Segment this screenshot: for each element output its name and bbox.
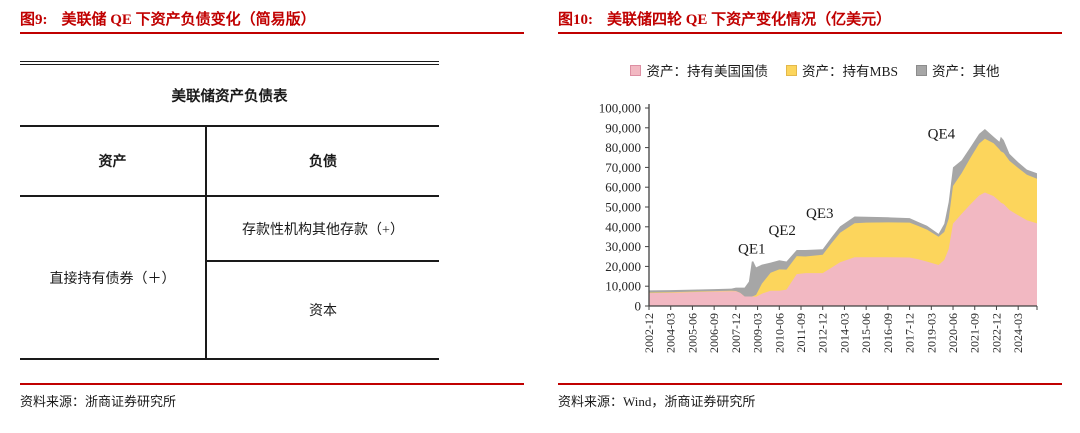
y-tick-label: 90,000 [605, 120, 641, 135]
figure9-title-underline [20, 32, 524, 34]
figure9-source-note: 资料来源：浙商证券研究所 [20, 394, 177, 409]
figure10-title: 图10: 美联储四轮 QE 下资产变化情况（亿美元） [558, 8, 891, 29]
x-tick-label: 2010-06 [772, 313, 786, 353]
y-tick-label: 70,000 [605, 160, 641, 175]
assets-cell: 直接持有债券（＋） [49, 271, 176, 287]
chart-area: 0 10,000 20,000 30,000 40,000 50,000 60,000 70,… [558, 93, 1072, 398]
y-tick-label: 50,000 [605, 200, 641, 215]
x-tick-label: 2002-12 [642, 313, 656, 353]
y-tick-label: 40,000 [605, 219, 641, 234]
x-tick-label: 2022-12 [990, 313, 1004, 353]
x-tick-label: 2024-03 [1011, 313, 1025, 353]
x-tick-label: 2006-09 [707, 313, 721, 353]
other-swatch-icon [916, 64, 928, 76]
y-tick-label: 20,000 [605, 259, 641, 274]
assets-header-cell: 资产 [98, 155, 127, 170]
table-body-row: 直接持有债券（＋） 存款性机构其他存款（+） 资本 [20, 195, 439, 358]
figure9-title-text: 美联储 QE 下资产负债变化（简易版） [61, 12, 316, 28]
mbs-swatch-icon [785, 64, 797, 76]
y-tick-label: 10,000 [605, 279, 641, 294]
table-caption: 美联储资产负债表 [171, 88, 288, 105]
liabilities-header-cell: 负债 [205, 127, 439, 195]
figure9-label: 图9: [20, 12, 48, 28]
x-tick-label: 2021-09 [968, 313, 982, 353]
figure10-source-note: 资料来源：Wind，浙商证券研究所 [558, 394, 756, 409]
qe-chart: 0 10,000 20,000 30,000 40,000 50,000 60,000 70,… [599, 101, 1038, 353]
legend-item-other: 资产：其他 [916, 60, 1000, 80]
x-tick-label: 2009-03 [751, 313, 765, 353]
chart-legend: 资产：持有美国国债 资产：持有MBS 资产：其他 [560, 60, 1070, 80]
x-tick-label: 2004-03 [664, 313, 678, 353]
y-tick-label: 80,000 [605, 140, 641, 155]
x-tick-label: 2014-03 [837, 313, 851, 353]
y-tick-label: 100,000 [599, 101, 641, 116]
figure10-label: 图10: [558, 12, 593, 28]
x-tick-label: 2007-12 [729, 313, 743, 353]
x-tick-label: 2019-03 [924, 313, 938, 353]
legend-label-treasuries: 资产：持有美国国债 [646, 64, 768, 79]
annotation-qe2: QE2 [768, 223, 796, 239]
x-tick-label: 2005-06 [685, 313, 699, 353]
figure9-bottom-rule [20, 383, 524, 385]
y-tick-label: 30,000 [605, 239, 641, 254]
figure10-bottom-rule [558, 383, 1062, 385]
figure10-title-text: 美联储四轮 QE 下资产变化情况（亿美元） [607, 12, 892, 28]
treasuries-swatch-icon [630, 64, 642, 76]
x-tick-label: 2017-12 [903, 313, 917, 353]
figure9-title: 图9: 美联储 QE 下资产负债变化（简易版） [20, 8, 316, 29]
table-header-row: 资产 负债 [20, 125, 439, 195]
balance-sheet-table: 美联储资产负债表 资产 负债 直接持有债券（＋） 存款性机构其他存款（+） 资本 [20, 61, 439, 360]
x-tick-label: 2015-06 [859, 313, 873, 353]
legend-item-treasuries: 资产：持有美国国债 [630, 60, 768, 80]
y-tick-label: 0 [635, 299, 642, 314]
series-treasuries-area [649, 192, 1037, 306]
liability-deposits-cell: 存款性机构其他存款（+） [207, 197, 439, 262]
y-tick-label: 60,000 [605, 180, 641, 195]
annotation-qe3: QE3 [806, 206, 834, 222]
x-tick-label: 2016-09 [881, 313, 895, 353]
legend-label-other: 资产：其他 [932, 64, 1000, 79]
annotation-qe4: QE4 [928, 127, 956, 143]
liability-capital-cell: 资本 [309, 304, 337, 319]
x-tick-label: 2020-06 [946, 313, 960, 353]
x-tick-label: 2011-09 [794, 313, 808, 353]
annotation-qe1: QE1 [738, 242, 766, 258]
x-tick-label: 2012-12 [816, 313, 830, 353]
legend-item-mbs: 资产：持有MBS [785, 60, 899, 80]
legend-label-mbs: 资产：持有MBS [801, 64, 899, 79]
liabilities-cells: 存款性机构其他存款（+） 资本 [205, 197, 439, 358]
figure10-title-underline [558, 32, 1062, 34]
